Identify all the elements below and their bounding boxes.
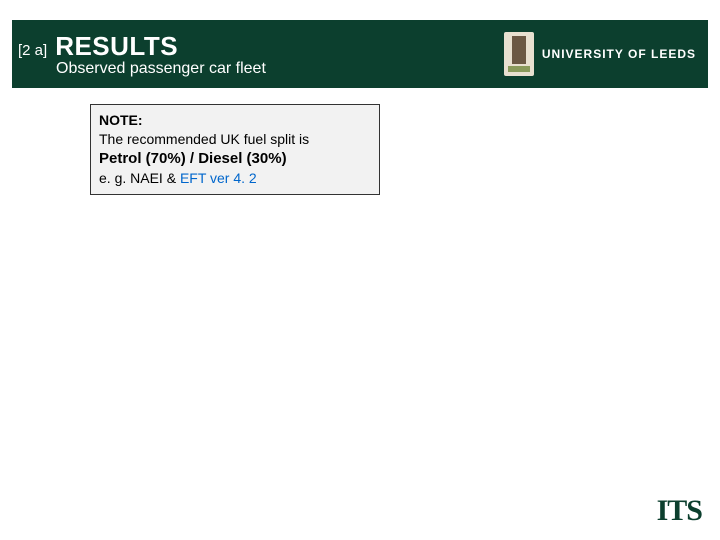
note-fuel-split: Petrol (70%) / Diesel (30%) (99, 149, 371, 169)
note-example: e. g. NAEI & EFT ver 4. 2 (99, 169, 371, 188)
header-right: UNIVERSITY OF LEEDS (504, 32, 696, 76)
eft-link[interactable]: EFT ver 4. 2 (180, 170, 257, 186)
header-bar: [2 a] RESULTS Observed passenger car fle… (12, 20, 708, 88)
its-logo: ITS (657, 494, 702, 528)
note-recommendation: The recommended UK fuel split is (99, 130, 371, 149)
page-subtitle: Observed passenger car fleet (56, 60, 266, 78)
page-title: RESULTS (55, 31, 178, 62)
note-label: NOTE: (99, 111, 371, 130)
note-example-prefix: e. g. NAEI & (99, 170, 180, 186)
header-left: [2 a] RESULTS Observed passenger car fle… (18, 31, 266, 78)
title-row: [2 a] RESULTS (18, 31, 266, 62)
university-crest-icon (504, 32, 534, 76)
section-tag: [2 a] (18, 42, 47, 59)
note-box: NOTE: The recommended UK fuel split is P… (90, 104, 380, 195)
university-name: UNIVERSITY OF LEEDS (542, 47, 696, 61)
